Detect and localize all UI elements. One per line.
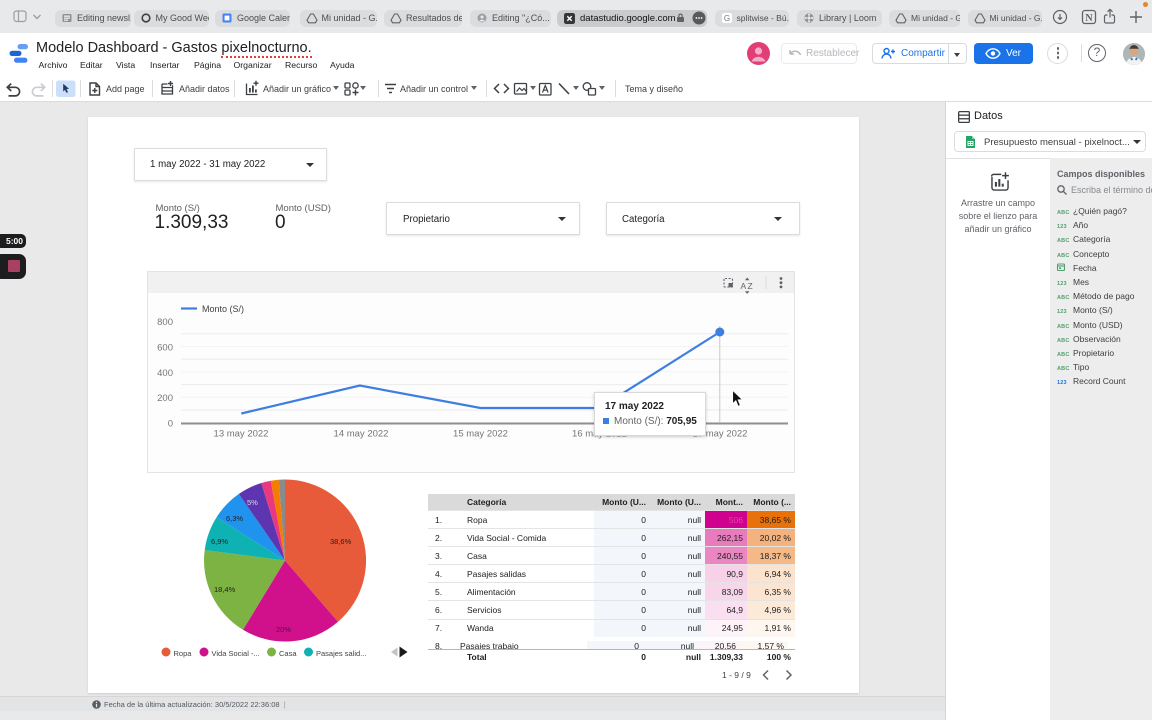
svg-text:N: N — [1085, 13, 1093, 24]
svg-text:15 may 2022: 15 may 2022 — [453, 429, 508, 440]
svg-text:A: A — [741, 281, 747, 291]
svg-text:6,3%: 6,3% — [226, 514, 243, 523]
svg-text:20%: 20% — [276, 625, 291, 634]
svg-text:17 may 2022: 17 may 2022 — [693, 429, 748, 440]
svg-text:13 may 2022: 13 may 2022 — [214, 429, 269, 440]
svg-text:600: 600 — [157, 342, 173, 353]
svg-text:38,6%: 38,6% — [330, 537, 352, 546]
svg-text:5%: 5% — [247, 498, 258, 507]
svg-text:Casa: Casa — [279, 649, 297, 658]
svg-text:18,4%: 18,4% — [214, 585, 236, 594]
svg-text:400: 400 — [157, 368, 173, 379]
svg-text:Monto (S/): Monto (S/) — [202, 304, 244, 314]
svg-text:200: 200 — [157, 393, 173, 404]
svg-text:800: 800 — [157, 317, 173, 328]
svg-text:14 may 2022: 14 may 2022 — [334, 429, 389, 440]
svg-text:Pasajes salid...: Pasajes salid... — [316, 649, 366, 658]
svg-text:Vida Social -...: Vida Social -... — [212, 649, 260, 658]
svg-text:Ropa: Ropa — [174, 649, 193, 658]
svg-text:6,9%: 6,9% — [211, 537, 228, 546]
svg-text:G: G — [723, 14, 729, 23]
svg-text:0: 0 — [168, 419, 173, 430]
svg-text:Z: Z — [748, 281, 753, 291]
